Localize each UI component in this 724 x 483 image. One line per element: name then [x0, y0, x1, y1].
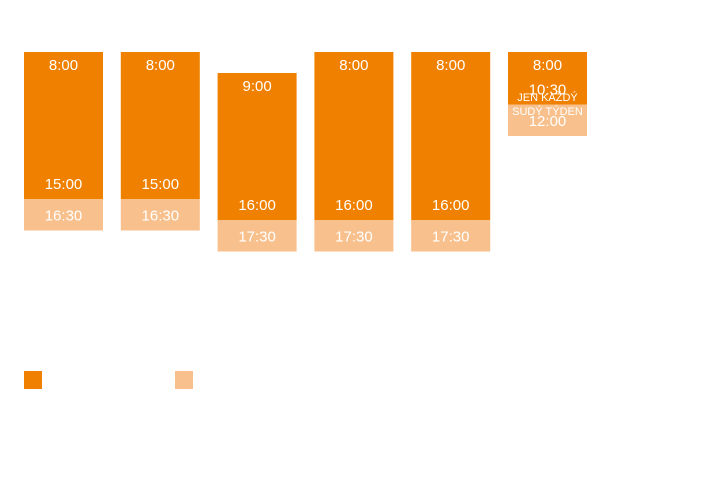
- end-time-label: 16:00: [335, 197, 373, 214]
- primary-bar: [24, 52, 103, 199]
- primary-bar: [508, 52, 587, 105]
- primary-bar: [217, 73, 297, 220]
- start-time-label: 9:00: [242, 78, 271, 95]
- bars-group: 8:00 15:00 16:30 8:00 15:00 16:30 9:00 16:00 17:…: [24, 52, 587, 252]
- extended-time-label: 12:00: [529, 113, 567, 130]
- extended-bar: [24, 199, 103, 231]
- start-time-label: 8:00: [533, 57, 562, 74]
- start-time-label: 8:00: [49, 57, 78, 74]
- extended-time-label: 16:30: [142, 208, 180, 225]
- primary-bar: [120, 52, 200, 199]
- extended-bar: [120, 199, 200, 231]
- legend: [24, 371, 193, 389]
- end-time-label: 15:00: [142, 176, 180, 193]
- end-time-label: 10:30: [529, 82, 567, 99]
- column-3: 9:00 16:00 17:30: [217, 73, 297, 252]
- end-time-label: 15:00: [45, 176, 83, 193]
- note-label: SUDÝ TÝDEN: [512, 105, 583, 118]
- note-label: JEN KAŽDÝ: [517, 91, 578, 104]
- extended-time-label: 17:30: [238, 229, 276, 246]
- end-time-label: 16:00: [238, 197, 276, 214]
- column-5: 8:00 16:00 17:30: [411, 52, 491, 252]
- start-time-label: 8:00: [146, 57, 175, 74]
- extended-bar: [508, 104, 587, 136]
- legend-swatch-primary: [24, 371, 42, 389]
- extended-time-label: 17:30: [335, 229, 373, 246]
- extended-time-label: 17:30: [432, 229, 470, 246]
- legend-swatch-extended: [175, 371, 193, 389]
- extended-bar: [217, 220, 297, 252]
- primary-bar: [314, 52, 394, 220]
- extended-bar: [411, 220, 491, 252]
- end-time-label: 16:00: [432, 197, 470, 214]
- extended-bar: [314, 220, 394, 252]
- start-time-label: 8:00: [339, 57, 368, 74]
- primary-bar: [411, 52, 491, 220]
- column-2: 8:00 15:00 16:30: [120, 52, 200, 231]
- column-1: 8:00 15:00 16:30: [24, 52, 103, 231]
- column-4: 8:00 16:00 17:30: [314, 52, 394, 252]
- start-time-label: 8:00: [436, 57, 465, 74]
- extended-time-label: 16:30: [45, 208, 83, 225]
